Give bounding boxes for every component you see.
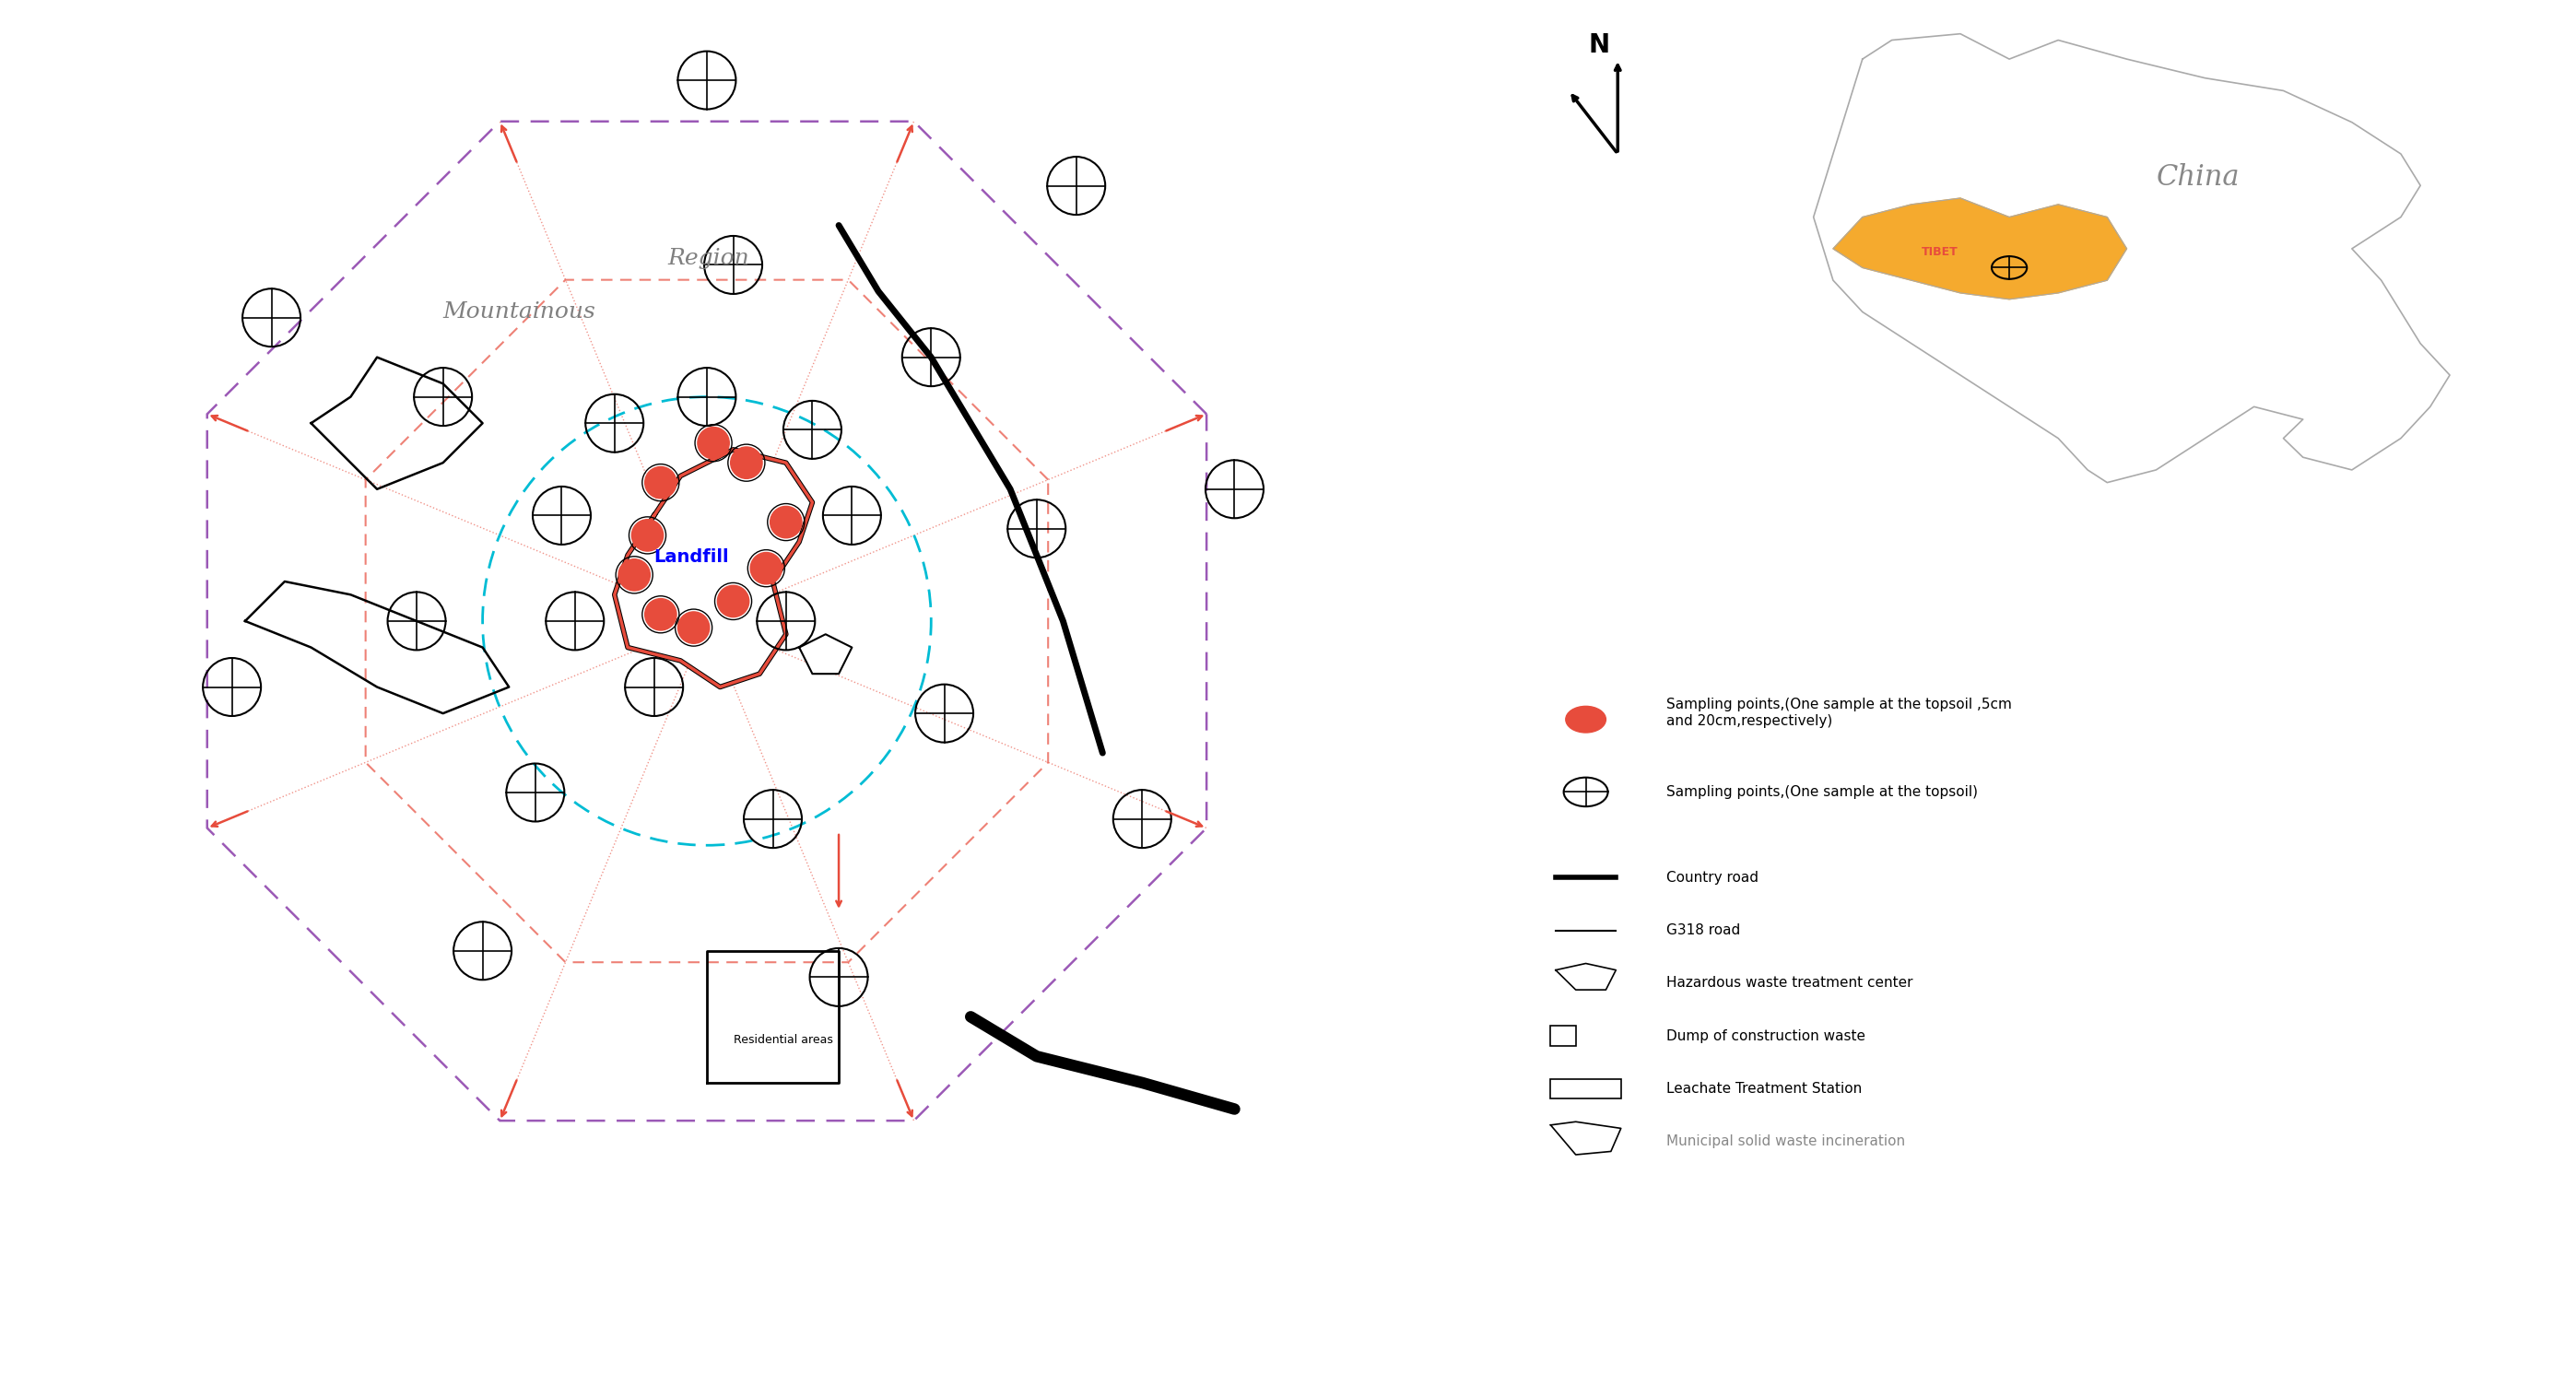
Circle shape [677,611,708,643]
Circle shape [618,559,649,591]
Circle shape [644,467,677,499]
Circle shape [1566,706,1605,732]
Text: Landfill: Landfill [654,548,729,565]
Text: Sampling points,(One sample at the topsoil ,5cm
and 20cm,respectively): Sampling points,(One sample at the topso… [1667,698,2012,728]
Text: N: N [1589,33,1610,58]
Circle shape [631,519,662,551]
Polygon shape [1834,198,2128,300]
Circle shape [644,599,677,631]
Text: Municipal solid waste incineration: Municipal solid waste incineration [1667,1135,1906,1149]
Circle shape [732,447,762,478]
Text: Region: Region [667,249,750,269]
Text: Hazardous waste treatment center: Hazardous waste treatment center [1667,977,1914,991]
Text: Mountainous: Mountainous [443,301,595,323]
Circle shape [716,585,750,617]
Text: Country road: Country road [1667,871,1759,885]
Text: China: China [2156,164,2239,192]
Polygon shape [616,449,811,687]
Circle shape [750,552,783,584]
Text: TIBET: TIBET [1922,246,1958,258]
Circle shape [770,506,801,539]
Text: Dump of construction waste: Dump of construction waste [1667,1029,1865,1043]
Text: Residential areas: Residential areas [734,1033,832,1046]
Polygon shape [799,635,853,673]
Text: Sampling points,(One sample at the topsoil): Sampling points,(One sample at the topso… [1667,785,1978,798]
Text: Leachate Treatment Station: Leachate Treatment Station [1667,1081,1862,1095]
Text: G318 road: G318 road [1667,923,1741,937]
Circle shape [698,427,729,459]
